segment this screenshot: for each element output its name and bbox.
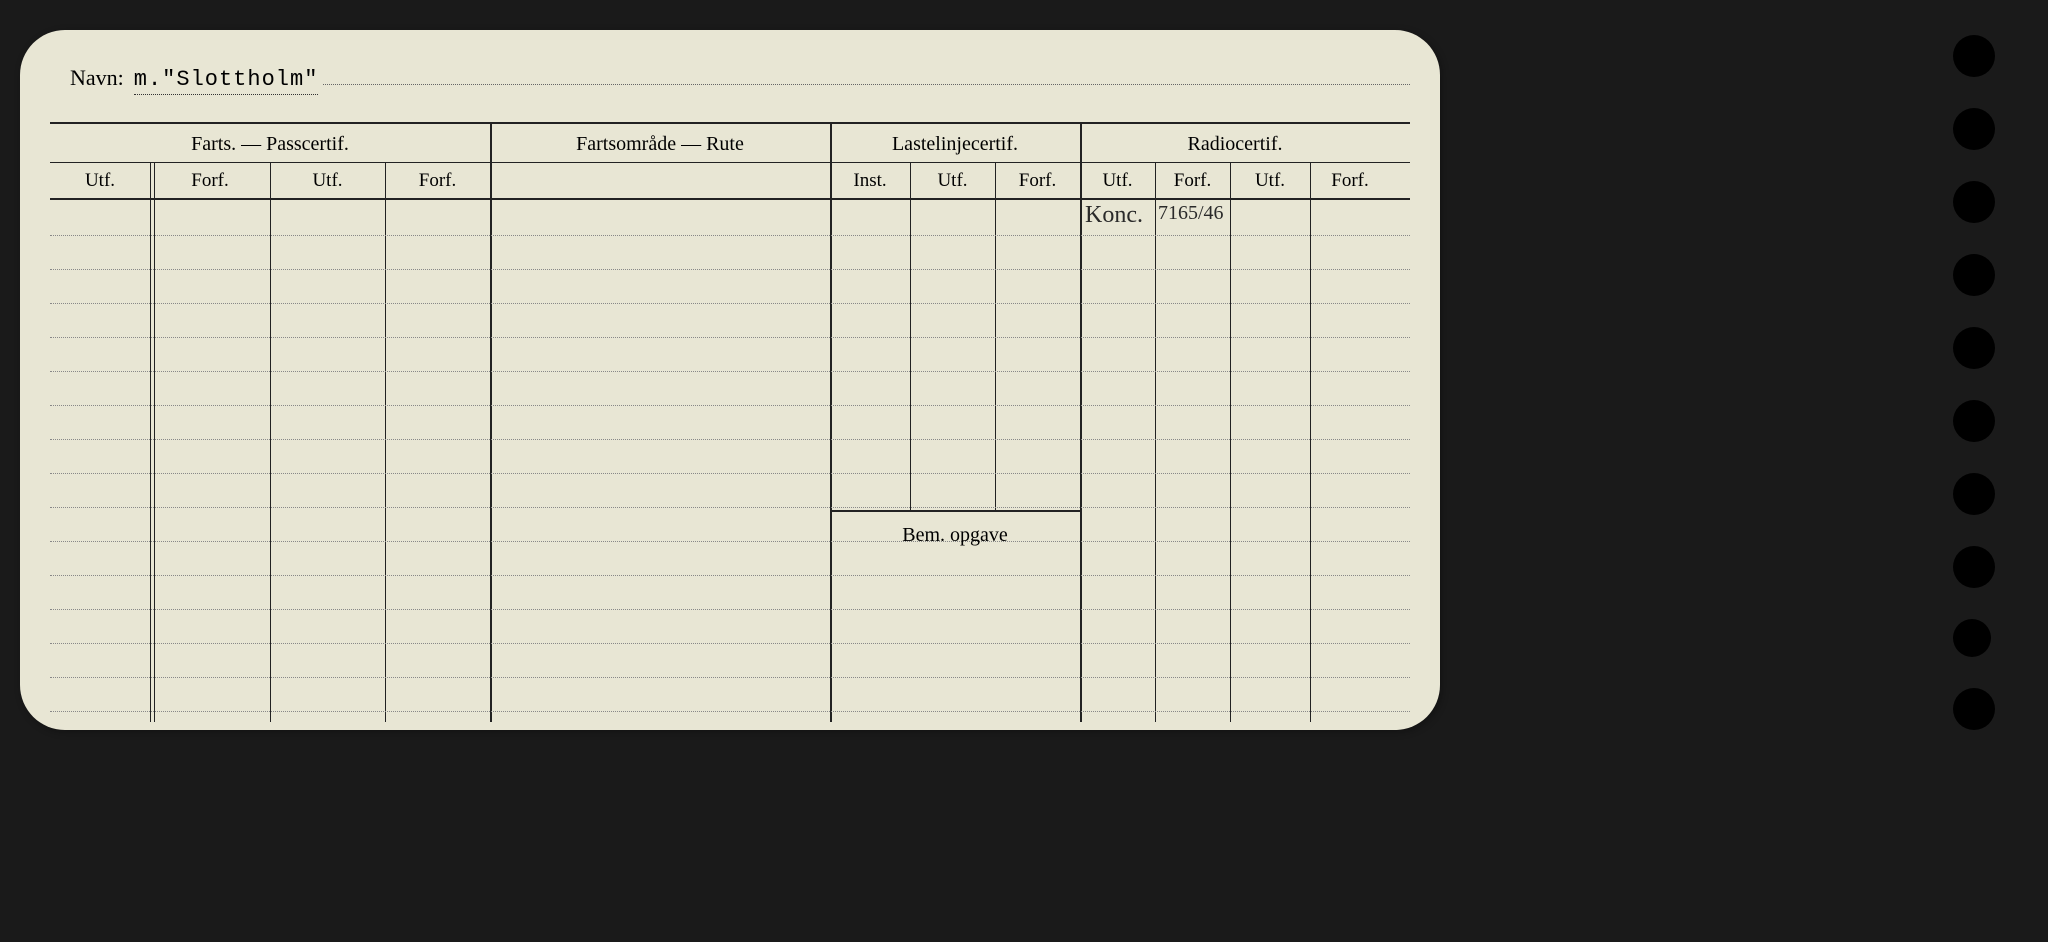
sub-radio-forf-1: Forf.	[1155, 164, 1230, 198]
group-farts-pass: Farts. — Passcertif.	[50, 126, 490, 162]
punch-hole	[1953, 108, 1995, 150]
group-lastelinje: Lastelinjecertif.	[830, 126, 1080, 162]
sub-farts-forf-1: Forf.	[150, 164, 270, 198]
sub-rute-blank	[490, 164, 830, 198]
punch-holes	[1953, 30, 2003, 730]
sub-farts-forf-2: Forf.	[385, 164, 490, 198]
dotted-row	[50, 642, 1410, 644]
dotted-row	[50, 574, 1410, 576]
punch-hole	[1953, 400, 1995, 442]
punch-hole	[1953, 619, 1991, 657]
sub-laste-forf: Forf.	[995, 164, 1080, 198]
dotted-row	[50, 710, 1410, 712]
body-area	[50, 200, 1410, 715]
sub-laste-inst: Inst.	[830, 164, 910, 198]
punch-hole	[1953, 254, 1995, 296]
sub-radio-utf-2: Utf.	[1230, 164, 1310, 198]
group-fartsomrade: Fartsområde — Rute	[490, 126, 830, 162]
group-header-row: Farts. — Passcertif. Fartsområde — Rute …	[50, 126, 1410, 162]
bem-label: Bem. opgave	[830, 524, 1080, 547]
dotted-row	[50, 336, 1410, 338]
bem-line	[830, 510, 1080, 512]
navn-value: m."Slottholm"	[134, 67, 319, 95]
navn-row: Navn: m."Slottholm"	[70, 65, 1410, 105]
dotted-row	[50, 438, 1410, 440]
sub-radio-utf-1: Utf.	[1080, 164, 1155, 198]
punch-hole	[1953, 473, 1995, 515]
rule-mid	[50, 162, 1410, 163]
rule-top	[50, 122, 1410, 124]
dotted-row	[50, 472, 1410, 474]
dotted-row	[50, 404, 1410, 406]
sub-header-row: Utf. Forf. Utf. Forf. Inst. Utf. Forf. U…	[50, 164, 1410, 198]
dotted-row	[50, 608, 1410, 610]
punch-hole	[1953, 181, 1995, 223]
sub-radio-forf-2: Forf.	[1310, 164, 1390, 198]
entry-radio-forf: 7165/46	[1158, 202, 1224, 225]
group-radio: Radiocertif.	[1080, 126, 1390, 162]
dotted-row	[50, 234, 1410, 236]
index-card: Navn: m."Slottholm" Farts. — Passcertif.…	[20, 30, 1440, 730]
entry-radio-utf: Konc.	[1085, 202, 1155, 229]
dotted-row	[50, 268, 1410, 270]
navn-label: Navn:	[70, 65, 124, 91]
dotted-row	[50, 540, 1410, 542]
punch-hole	[1953, 546, 1995, 588]
punch-hole	[1953, 35, 1995, 77]
dotted-row	[50, 302, 1410, 304]
sub-farts-utf-1: Utf.	[50, 164, 150, 198]
dotted-row	[50, 506, 1410, 508]
navn-underline	[323, 83, 1410, 85]
sub-laste-utf: Utf.	[910, 164, 995, 198]
dotted-row	[50, 676, 1410, 678]
punch-hole	[1953, 327, 1995, 369]
dotted-row	[50, 370, 1410, 372]
punch-hole	[1953, 688, 1995, 730]
sub-farts-utf-2: Utf.	[270, 164, 385, 198]
